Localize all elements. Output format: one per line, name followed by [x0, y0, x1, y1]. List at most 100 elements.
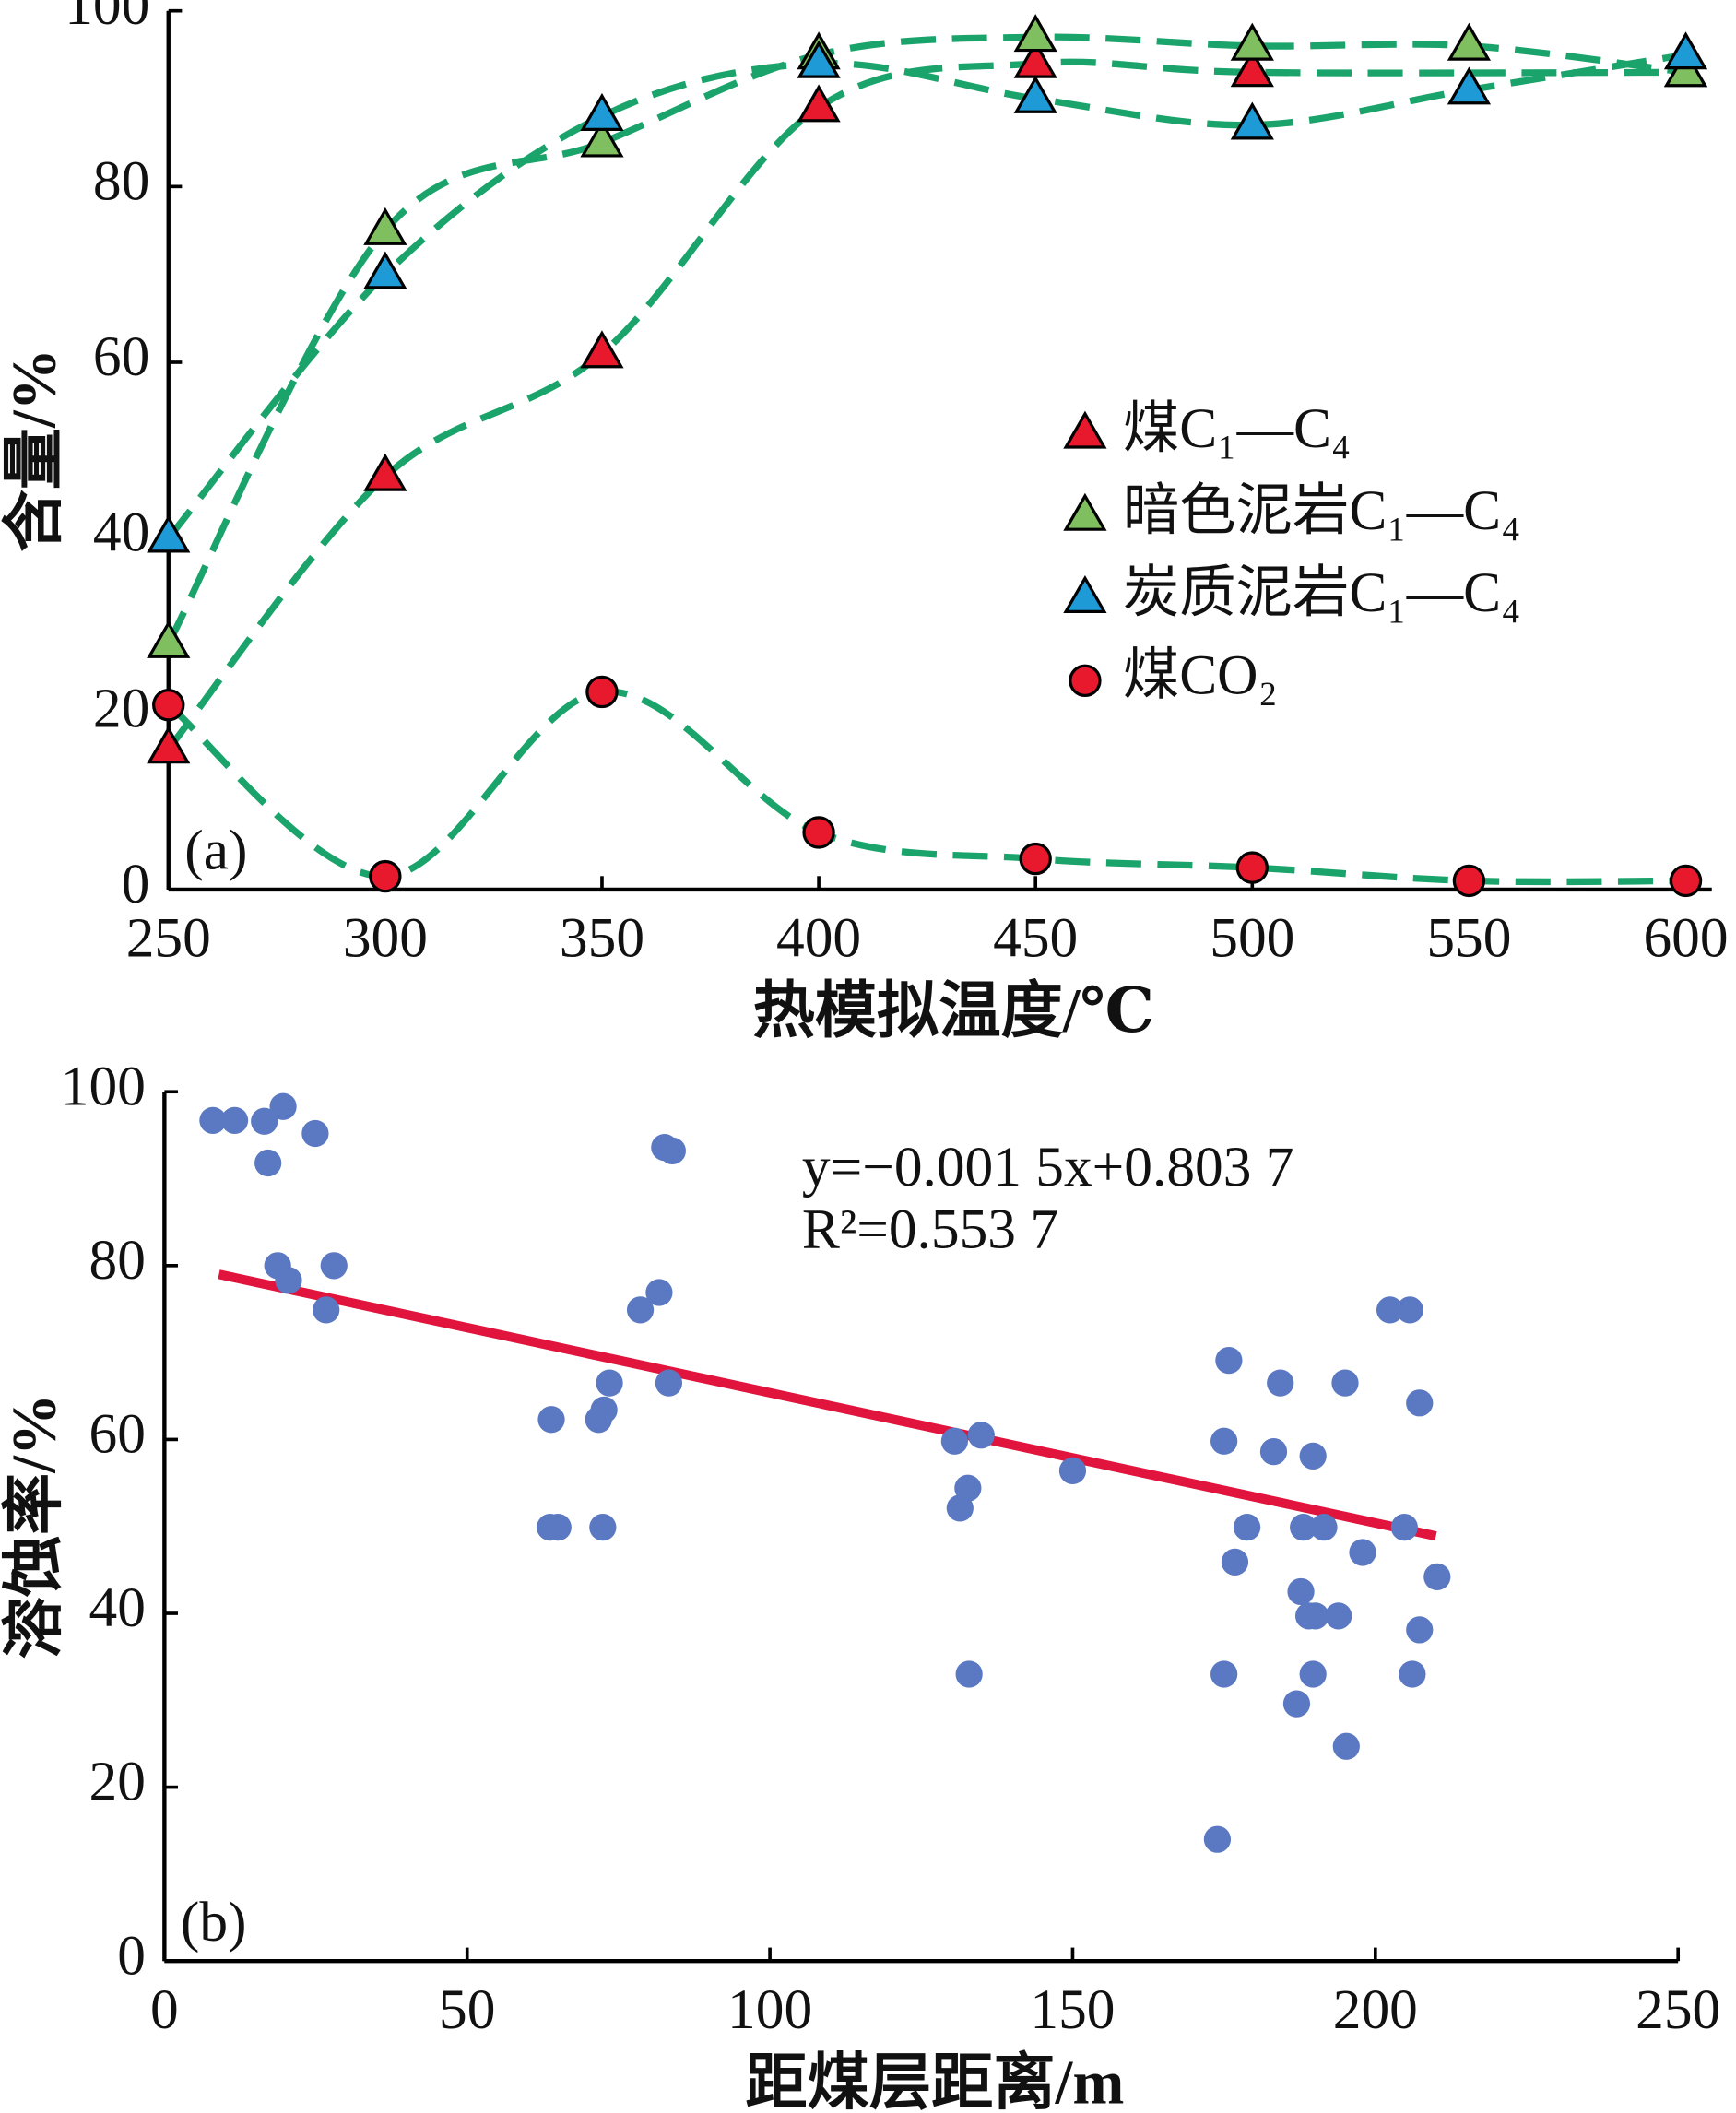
y-tick-label: 20: [89, 1751, 146, 1813]
triangle-marker: [1447, 22, 1492, 61]
y-tick-label: 100: [65, 0, 149, 37]
scatter-point: [589, 1514, 617, 1541]
x-axis-title: 热模拟温度/℃: [753, 976, 1155, 1045]
triangle-marker: [1447, 66, 1492, 105]
circle-marker: [585, 675, 619, 709]
triangle-marker: [1663, 31, 1708, 70]
x-tick-label: 200: [1333, 1978, 1418, 2041]
circle-marker: [1069, 664, 1102, 698]
triangle-marker: [1013, 75, 1057, 113]
x-axis-title: 距煤层距离/m: [745, 2048, 1124, 2113]
scatter-point: [220, 1106, 249, 1134]
scatter-point: [1210, 1660, 1238, 1688]
triangle-marker: [147, 726, 191, 764]
y-tick-label: 60: [93, 325, 149, 388]
x-tick-label: 100: [727, 1978, 812, 2041]
x-tick-label: 600: [1643, 906, 1728, 969]
scatter-point: [955, 1660, 983, 1688]
triangle-marker: [797, 40, 841, 78]
scatter-point: [1331, 1369, 1359, 1397]
scatter-point: [645, 1279, 673, 1306]
y-tick-label: 100: [61, 1055, 146, 1117]
triangle-marker: [147, 514, 191, 553]
scatter-point: [537, 1406, 565, 1434]
scatter-point: [1406, 1389, 1434, 1417]
panel-label: (a): [184, 819, 247, 881]
y-tick-label: 80: [93, 149, 149, 212]
scatter-point: [1399, 1660, 1426, 1688]
triangle-marker: [1063, 574, 1107, 613]
panel: 250 300 350 400 450 500 550 600 0 20 40 60 80 100 热模拟温…: [0, 0, 1729, 1045]
x-tick-label: 500: [1210, 906, 1294, 969]
triangle-marker: [1063, 492, 1107, 531]
scatter-point: [1299, 1660, 1327, 1688]
y-tick-label: 60: [89, 1403, 146, 1466]
scatter-point: [1203, 1825, 1232, 1853]
scatter-point: [590, 1396, 618, 1423]
scatter-point: [1376, 1296, 1404, 1324]
x-tick-label: 50: [439, 1978, 495, 2041]
triangle-marker: [147, 620, 191, 658]
scatter-point: [1349, 1539, 1376, 1566]
scatter-point: [626, 1296, 655, 1324]
x-tick-label: 0: [150, 1978, 179, 2041]
triangle-marker: [1013, 14, 1057, 53]
scatter-point: [269, 1092, 297, 1120]
triangle-marker: [580, 119, 624, 158]
scatter-point: [954, 1474, 982, 1502]
scatter-point: [1390, 1514, 1418, 1541]
x-tick-label: 250: [126, 906, 211, 969]
panel-label: (b): [181, 1891, 247, 1954]
trend-curve: [165, 33, 1686, 645]
scatter-point: [1210, 1427, 1238, 1455]
scatter-point: [655, 1369, 683, 1397]
scatter-point: [301, 1119, 329, 1148]
y-axis-title: 含量/%: [0, 348, 68, 551]
triangle-marker: [363, 207, 407, 245]
circle-marker: [152, 689, 185, 722]
scatter-point: [940, 1427, 969, 1455]
y-tick-label: 0: [122, 853, 150, 915]
circle-marker: [1019, 842, 1052, 876]
equation: y=−0.001 5x+0.803 7: [802, 1136, 1294, 1198]
scatter-point: [967, 1422, 995, 1449]
scatter-point: [1221, 1548, 1249, 1576]
scatter-point: [275, 1267, 302, 1294]
scatter-point: [1287, 1577, 1315, 1606]
triangle-marker: [1230, 49, 1274, 88]
x-tick-label: 250: [1636, 1978, 1720, 2041]
scatter-point: [596, 1369, 623, 1397]
y-tick-label: 40: [89, 1576, 146, 1639]
x-tick-label: 150: [1030, 1978, 1115, 2041]
scatter-point: [1058, 1457, 1087, 1484]
scatter-point: [251, 1107, 278, 1135]
triangle-marker: [1230, 101, 1274, 140]
scatter-point: [1290, 1514, 1317, 1541]
equation: R²=0.553 7: [802, 1198, 1058, 1260]
y-axis-title: 溶蚀率/%: [0, 1394, 68, 1659]
scatter-point: [1423, 1563, 1451, 1591]
scatter-point: [313, 1296, 340, 1324]
legend-label: 炭质泥岩C₁—C₄: [1123, 561, 1521, 624]
scatter-point: [320, 1252, 348, 1280]
scatter-point: [1332, 1732, 1360, 1760]
y-tick-label: 40: [93, 502, 149, 564]
scatter-point: [1325, 1602, 1352, 1630]
triangle-marker: [797, 84, 841, 123]
triangle-marker: [1063, 410, 1107, 449]
circle-marker: [369, 859, 402, 893]
legend-label: 暗色泥岩C₁—C₄: [1123, 479, 1521, 542]
triangle-marker: [363, 453, 407, 491]
scatter-point: [1259, 1437, 1288, 1466]
scatter-point: [199, 1106, 227, 1134]
scatter-point: [1215, 1346, 1243, 1375]
trend-curve: [165, 58, 1686, 751]
scatter-point: [1267, 1369, 1294, 1397]
scatter-point: [1299, 1442, 1327, 1470]
circle-marker: [1452, 864, 1486, 898]
legend-label: 煤C₁—C₄: [1123, 397, 1351, 460]
x-tick-label: 300: [343, 906, 428, 969]
y-tick-label: 20: [93, 677, 149, 739]
